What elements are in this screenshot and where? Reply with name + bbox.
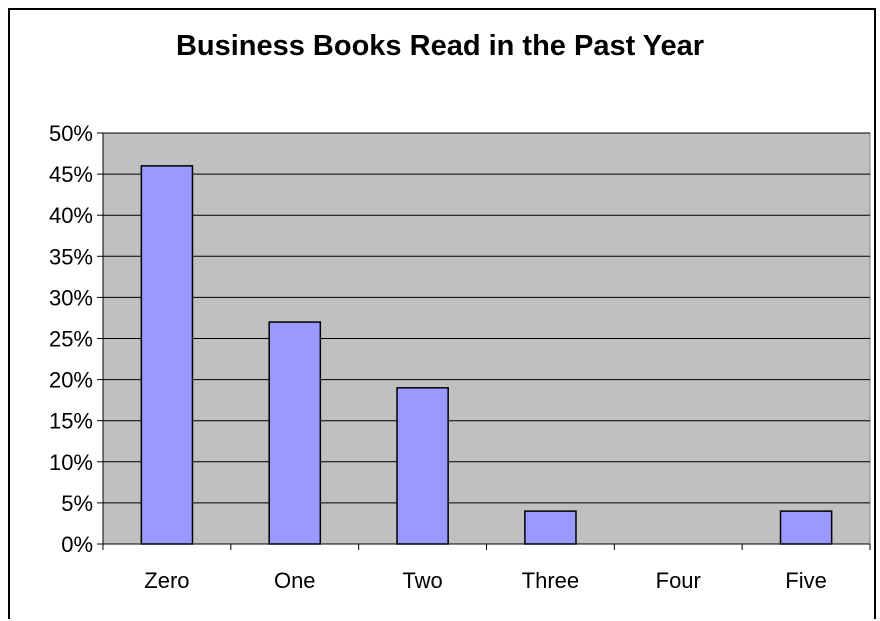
y-tick-label: 40% [49,203,93,228]
bar-three [524,510,577,545]
y-tick-label: 45% [49,162,93,187]
x-tick-label: One [274,568,316,593]
chart-title: Business Books Read in the Past Year [175,30,705,62]
gridlines [103,132,870,504]
x-tick-label: Four [656,568,701,593]
x-axis: Zero One Two Three Four Five [102,543,871,593]
y-tick-label: 15% [49,409,93,434]
bar-five [779,510,833,545]
y-tick-label: 5% [61,491,93,516]
x-tick-label: Three [522,568,579,593]
bar-one [268,321,322,545]
bar-two [396,387,449,545]
y-tick-label: 30% [49,285,93,310]
y-tick-label: 50% [49,121,93,146]
y-tick-label: 10% [49,450,93,475]
y-tick-label: 25% [49,327,93,352]
y-tick-label: 0% [61,532,93,557]
x-tick-label: Two [402,568,442,593]
y-tick-label: 35% [49,244,93,269]
x-tick-label: Zero [144,568,189,593]
x-tick-label: Five [785,568,827,593]
y-tick-label: 20% [49,368,93,393]
bar-zero [140,165,194,545]
y-axis: 0% 5% 10% 15% 20% 25% 30% 35% 40% 45% 50% [49,121,104,557]
bars [140,165,833,545]
